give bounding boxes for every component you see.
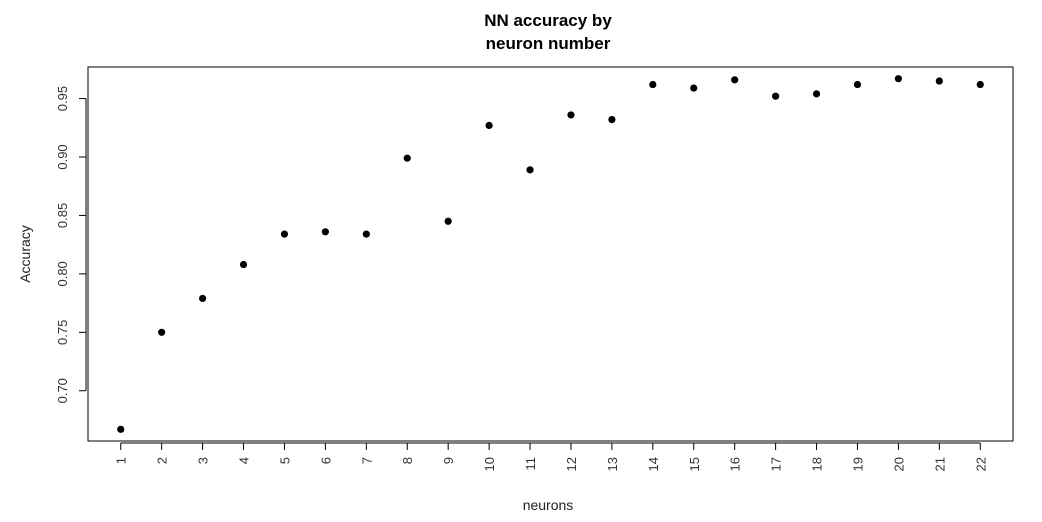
x-tick-label: 21	[932, 457, 947, 471]
data-point-5	[280, 230, 289, 238]
data-point-10	[485, 121, 493, 130]
x-tick-label: 12	[564, 457, 579, 471]
data-point-3	[199, 294, 207, 303]
x-tick-label: 5	[277, 457, 292, 464]
x-tick-label: 3	[196, 457, 211, 464]
data-point-12	[567, 111, 575, 119]
x-tick-label: 16	[728, 457, 743, 471]
x-tick-label: 4	[237, 457, 252, 464]
x-axis: 1 2 3 4 5 6 7 8 9 10 11 12 13 14 15 16 17 18 19 20 21 22	[114, 442, 988, 471]
data-point-6	[321, 228, 329, 236]
x-tick-label: 17	[769, 457, 784, 471]
data-point-16	[731, 76, 739, 84]
data-points	[117, 75, 984, 433]
data-point-21	[935, 77, 943, 85]
x-tick-label: 9	[441, 457, 456, 464]
data-point-7	[362, 230, 370, 238]
data-point-2	[158, 328, 166, 336]
x-tick-label: 18	[810, 457, 825, 471]
x-tick-label: 2	[155, 457, 170, 464]
data-point-13	[608, 115, 616, 124]
y-axis-label: Accuracy	[17, 225, 33, 283]
chart-title-line-1: NN accuracy by	[484, 11, 612, 30]
x-axis-label: neurons	[523, 497, 574, 513]
chart-title-line-2: neuron number	[486, 34, 611, 53]
x-tick-label: 13	[605, 457, 620, 471]
y-tick-label: 0.70	[55, 378, 70, 403]
data-point-9	[444, 217, 452, 225]
y-tick-label: 0.85	[55, 203, 70, 228]
x-tick-label: 15	[687, 457, 702, 471]
x-tick-label: 7	[359, 457, 374, 464]
x-tick-label: 20	[891, 457, 906, 471]
x-tick-label: 22	[973, 457, 988, 471]
y-tick-label: 0.95	[55, 86, 70, 111]
plot-frame	[87, 66, 1014, 442]
data-point-8	[403, 154, 411, 162]
data-point-17	[772, 92, 780, 100]
x-tick-label: 14	[646, 457, 661, 471]
x-tick-label: 11	[523, 457, 538, 471]
x-tick-label: 8	[400, 457, 415, 464]
y-tick-label: 0.90	[55, 144, 70, 169]
y-axis: 0.70 0.75 0.80 0.85 0.90 0.95	[55, 86, 87, 403]
data-point-15	[690, 84, 698, 92]
data-point-4	[239, 260, 248, 269]
data-point-20	[894, 75, 902, 83]
data-point-19	[853, 80, 862, 89]
data-point-18	[812, 90, 821, 98]
x-tick-label: 10	[482, 457, 497, 471]
x-tick-label: 1	[114, 457, 129, 464]
data-point-22	[976, 80, 984, 89]
x-tick-label: 19	[850, 457, 865, 471]
x-tick-label: 6	[318, 457, 333, 464]
y-tick-label: 0.80	[55, 261, 70, 286]
data-point-14	[649, 80, 657, 89]
y-tick-label: 0.75	[55, 320, 70, 345]
data-point-11	[526, 166, 534, 174]
data-point-1	[117, 425, 125, 433]
